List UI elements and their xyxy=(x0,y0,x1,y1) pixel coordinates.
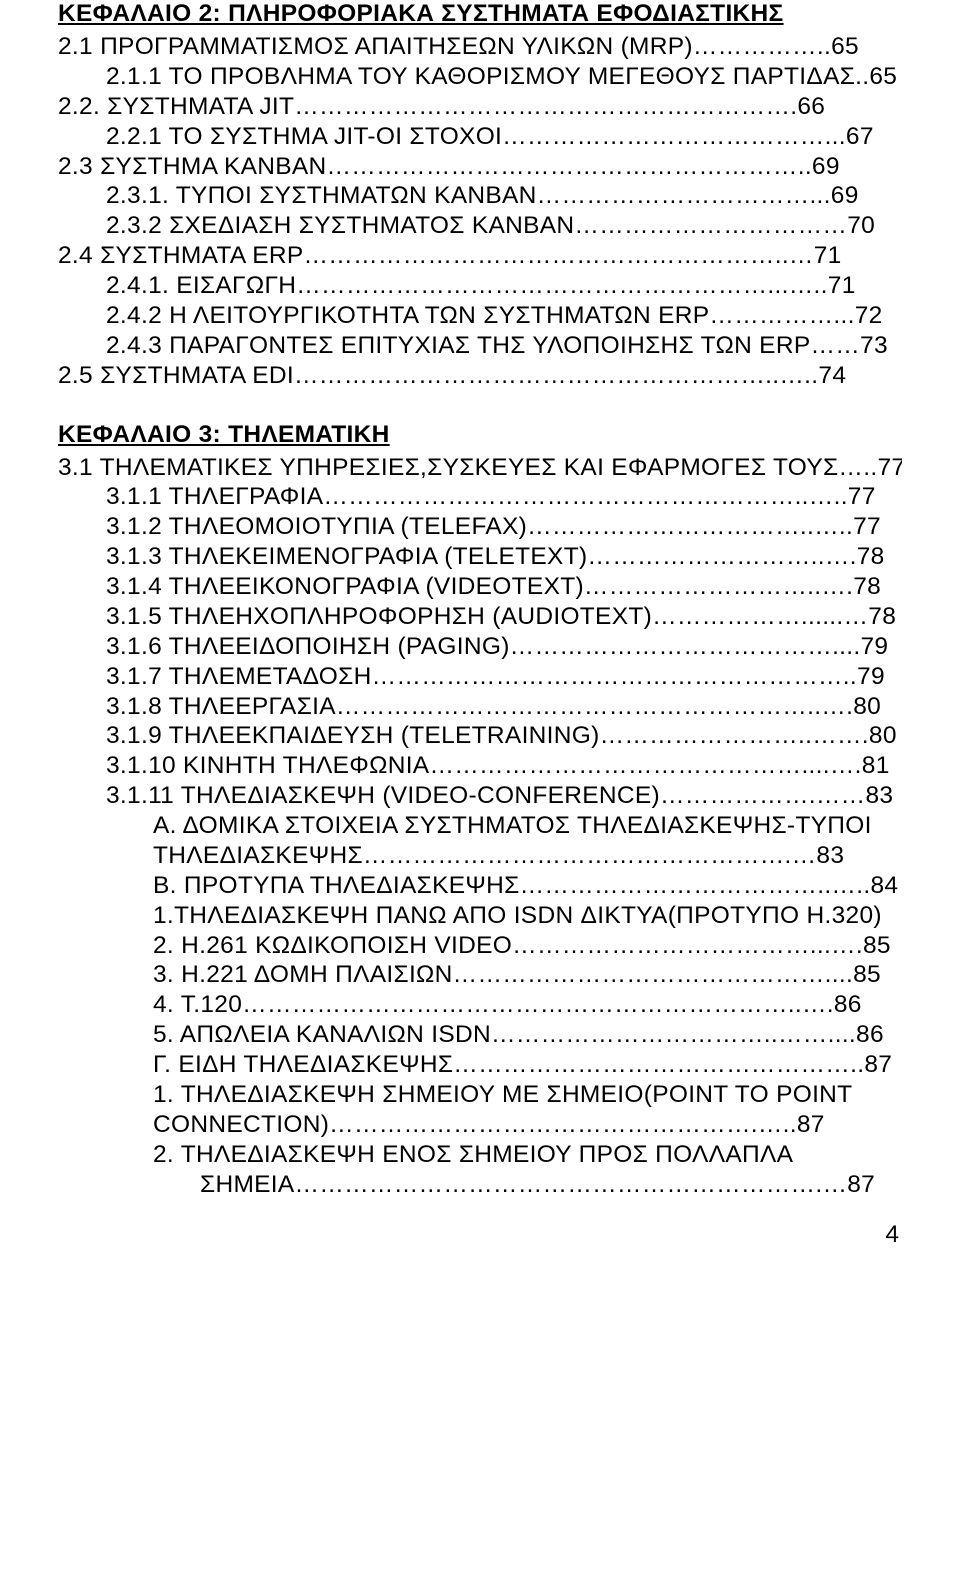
toc-entry: Γ. ΕΙΔΗ ΤΗΛΕΔΙΑΣΚΕΨΗΣ…………………………………………..8… xyxy=(58,1050,902,1080)
toc-entry: Β. ΠΡΟΤΥΠΑ ΤΗΛΕΔΙΑΣΚΕΨΗΣ………………………………..….… xyxy=(58,871,902,901)
toc-entry: 1.ΤΗΛΕΔΙΑΣΚΕΨΗ ΠΑΝΩ ΑΠΟ ISDN ΔΙΚΤΥΑ(ΠΡΟΤ… xyxy=(58,901,902,931)
toc-entry: 3.1.1 ΤΗΛΕΓΡΑΦΙΑ…………………………………………………..…..… xyxy=(58,482,902,512)
toc-entry: 2.3 ΣΥΣΤΗΜΑ ΚΑΝΒΑΝ…………………………………………………..6… xyxy=(58,152,902,182)
toc-entry: 2.1.1 ΤΟ ΠΡΟΒΛΗΜΑ ΤΟΥ ΚΑΘΟΡΙΣΜΟΥ ΜΕΓΕΘΟΥ… xyxy=(58,62,902,92)
toc-entry: 2.4.1. ΕΙΣΑΓΩΓΗ…………………………………………………...…..… xyxy=(58,271,902,301)
toc-entry: 3.1.5 ΤΗΛΕΗΧΟΠΛΗΡΟΦΟΡΗΣΗ (AUDIOTEXT)…………… xyxy=(58,602,902,632)
toc-entry: 2.3.2 ΣΧΕΔΙΑΣΗ ΣΥΣΤΗΜΑΤΟΣ ΚΑΝΒΑΝ……………………… xyxy=(58,211,902,241)
toc-entry: 2.4.3 ΠΑΡΑΓΟΝΤΕΣ ΕΠΙΤΥΧΙΑΣ ΤΗΣ ΥΛΟΠΟΙΗΣΗ… xyxy=(58,331,902,361)
toc-entry: 4. Τ.120…………………………………………………………..….86 xyxy=(58,990,902,1020)
toc-entry: 2. Η.261 ΚΩΔΙΚΟΠΟΙΣΗ VIDEO………………………………..… xyxy=(58,931,902,961)
chapter-3-toc-list: 3.1 ΤΗΛΕΜΑΤΙΚΕΣ ΥΠΗΡΕΣΙΕΣ,ΣΥΣΚΕΥΕΣ ΚΑΙ Ε… xyxy=(58,453,902,1200)
toc-entry: Α. ΔΟΜΙΚΑ ΣΤΟΙΧΕΙΑ ΣΥΣΤΗΜΑΤΟΣ ΤΗΛΕΔΙΑΣΚΕ… xyxy=(58,811,902,841)
toc-entry: 2.2.1 ΤΟ ΣΥΣΤΗΜΑ JIT-ΟΙ ΣΤΟΧΟΙ…………………………… xyxy=(58,122,902,152)
toc-entry: 2.1 ΠΡΟΓΡΑΜΜΑΤΙΣΜΟΣ ΑΠΑΙΤΗΣΕΩΝ ΥΛΙΚΩΝ (M… xyxy=(58,32,902,62)
toc-entry: ΤΗΛΕΔΙΑΣΚΕΨΗΣ…………………………………………….…83 xyxy=(58,841,902,871)
toc-entry: 3.1.2 ΤΗΛΕΟΜΟΙΟΤΥΠΙΑ (TELEFAX)…………………………… xyxy=(58,512,902,542)
toc-entry: 3.1.8 ΤΗΛΕΕΡΓΑΣΙΑ…………………………………………………..….… xyxy=(58,692,902,722)
toc-entry: 3.1.4 ΤΗΛΕΕΙΚΟΝΟΓΡΑΦΙΑ (VIDEOTEXT)………………… xyxy=(58,572,902,602)
toc-entry: 3.1.10 ΚΙΝΗΤΗ ΤΗΛΕΦΩΝΙΑ………………………………………..… xyxy=(58,751,902,781)
toc-entry: 2. ΤΗΛΕΔΙΑΣΚΕΨΗ ΕΝΟΣ ΣΗΜΕΙΟΥ ΠΡΟΣ ΠΟΛΛΑΠ… xyxy=(58,1140,902,1170)
toc-entry: 2.4.2 Η ΛΕΙΤΟΥΡΓΙΚΟΤΗΤΑ ΤΩΝ ΣΥΣΤΗΜΑΤΩΝ E… xyxy=(58,301,902,331)
toc-entry: CONNECTION)…………………………………………….…..87 xyxy=(58,1110,902,1140)
toc-entry: 3. Η.221 ΔΟΜΗ ΠΛΑΙΣΙΩΝ………………………………………...… xyxy=(58,960,902,990)
chapter-2-toc-list: 2.1 ΠΡΟΓΡΑΜΜΑΤΙΣΜΟΣ ΑΠΑΙΤΗΣΕΩΝ ΥΛΙΚΩΝ (M… xyxy=(58,32,902,391)
toc-entry: ΣΗΜΕΙΑ……………………………………………………….…87 xyxy=(58,1170,902,1200)
toc-entry: 3.1.11 ΤΗΛΕΔΙΑΣΚΕΨΗ (VIDEO-CONFERENCE)……… xyxy=(58,781,902,811)
toc-entry: 3.1.7 ΤΗΛΕΜΕΤΑΔΟΣΗ…………………………………………………..7… xyxy=(58,662,902,692)
toc-entry: 1. ΤΗΛΕΔΙΑΣΚΕΨΗ ΣΗΜΕΙΟΥ ΜΕ ΣΗΜΕΙΟ(POINT … xyxy=(58,1080,902,1110)
toc-entry: 2.5 ΣΥΣΤΗΜΑΤΑ EDI…………………………………………………..….… xyxy=(58,361,902,391)
toc-entry: 2.4 ΣΥΣΤΗΜΑΤΑ ERP…………………………………………………..…7… xyxy=(58,241,902,271)
toc-entry: 2.3.1. ΤΥΠΟΙ ΣΥΣΤΗΜΑΤΩΝ ΚΑΝΒΑΝ…………………………… xyxy=(58,181,902,211)
toc-entry: 5. ΑΠΩΛΕΙΑ ΚΑΝΑΛΙΩΝ ISDN……………………………..…….… xyxy=(58,1020,902,1050)
toc-entry: 3.1.9 ΤΗΛΕΕΚΠΑΙΔΕΥΣΗ (TELETRAINING)……………… xyxy=(58,721,902,751)
toc-entry: 2.2. ΣΥΣΤΗΜΑΤΑ JIT…………………………………………………….6… xyxy=(58,92,902,122)
toc-entry: 3.1 ΤΗΛΕΜΑΤΙΚΕΣ ΥΠΗΡΕΣΙΕΣ,ΣΥΣΚΕΥΕΣ ΚΑΙ Ε… xyxy=(58,453,902,483)
toc-entry: 3.1.6 ΤΗΛΕΕΙΔΟΠΟΙΗΣΗ (PAGING)……………………………… xyxy=(58,632,902,662)
toc-entry: 3.1.3 ΤΗΛΕΚΕΙΜΕΝΟΓΡΑΦΙΑ (TELETEXT)………………… xyxy=(58,542,902,572)
chapter-3-heading: ΚΕΦΑΛΑΙΟ 3: ΤΗΛΕΜΑΤΙΚΗ xyxy=(58,421,902,449)
chapter-2-heading: ΚΕΦΑΛΑΙΟ 2: ΠΛΗΡΟΦΟΡΙΑΚΑ ΣΥΣΤΗΜΑΤΑ ΕΦΟΔΙ… xyxy=(58,0,902,28)
spacer xyxy=(58,391,902,421)
page-number: 4 xyxy=(58,1221,902,1249)
